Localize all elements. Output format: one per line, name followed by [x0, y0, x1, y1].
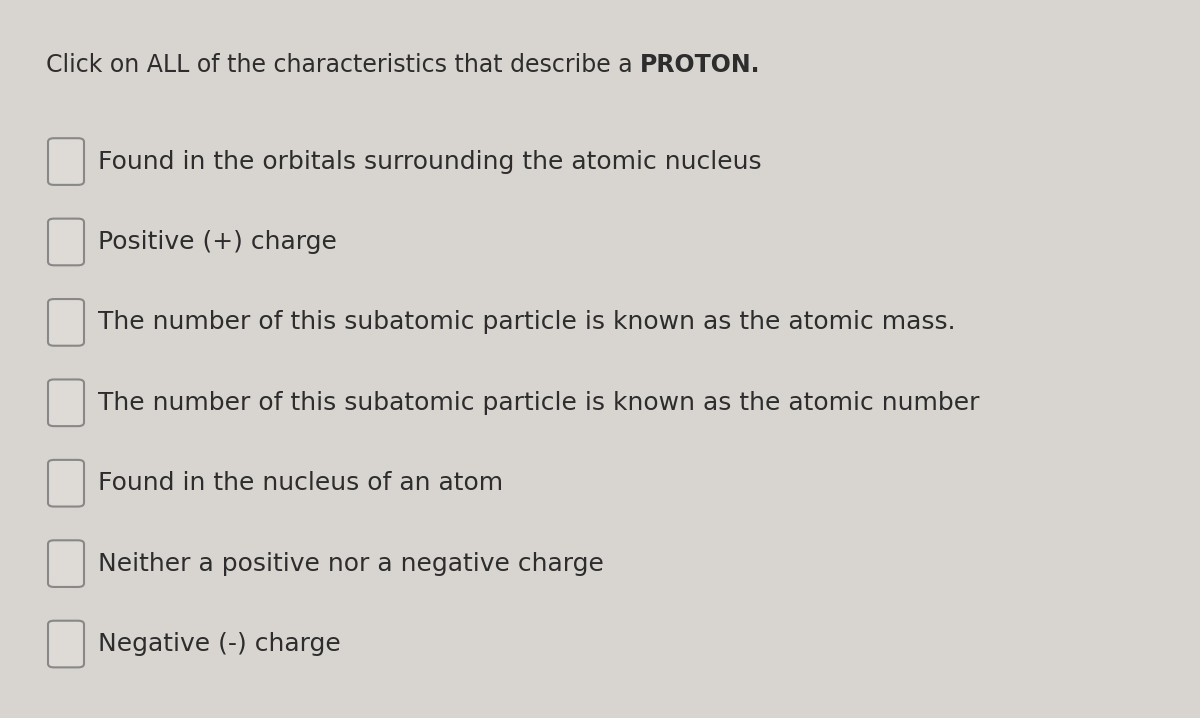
FancyBboxPatch shape [48, 620, 84, 668]
FancyBboxPatch shape [48, 460, 84, 507]
FancyBboxPatch shape [48, 541, 84, 587]
FancyBboxPatch shape [48, 138, 84, 185]
Text: Found in the orbitals surrounding the atomic nucleus: Found in the orbitals surrounding the at… [98, 149, 762, 174]
FancyBboxPatch shape [48, 379, 84, 426]
Text: Negative (-) charge: Negative (-) charge [98, 632, 341, 656]
Text: PROTON.: PROTON. [640, 52, 761, 77]
Text: The number of this subatomic particle is known as the atomic mass.: The number of this subatomic particle is… [98, 310, 956, 335]
Text: The number of this subatomic particle is known as the atomic number: The number of this subatomic particle is… [98, 391, 980, 415]
Text: Found in the nucleus of an atom: Found in the nucleus of an atom [98, 471, 504, 495]
Text: Positive (+) charge: Positive (+) charge [98, 230, 337, 254]
Text: Click on ALL of the characteristics that describe a: Click on ALL of the characteristics that… [46, 52, 640, 77]
FancyBboxPatch shape [48, 218, 84, 265]
Text: Neither a positive nor a negative charge: Neither a positive nor a negative charge [98, 551, 605, 576]
FancyBboxPatch shape [48, 299, 84, 345]
